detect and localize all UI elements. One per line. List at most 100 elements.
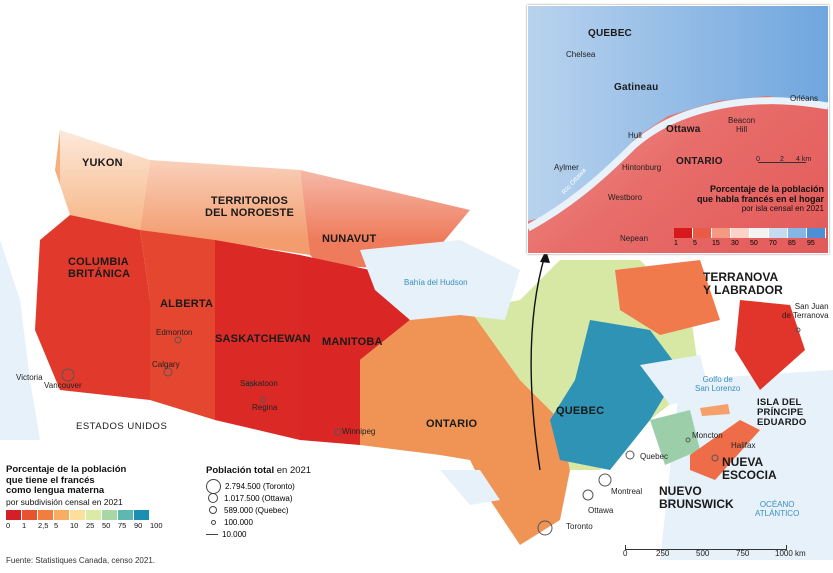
- inset-legend-subtitle: por isla censal en 2021: [741, 204, 824, 213]
- legend-pop-entry-2: 1.017.500 (Ottawa): [224, 493, 293, 503]
- inset-map-ottawa: QUEBEC Chelsea Gatineau Hull Ottawa Orlé…: [527, 5, 829, 254]
- label-manitoba: MANITOBA: [322, 336, 383, 348]
- region-nova-scotia: [690, 420, 760, 480]
- city-dot-quebec: [625, 450, 635, 460]
- region-usa: [0, 440, 520, 560]
- inset-label-gatineau: Gatineau: [614, 82, 659, 93]
- scale-bar: [625, 545, 787, 550]
- legend-tick: 1: [22, 520, 27, 530]
- label-vancouver: Vancouver: [44, 381, 82, 390]
- inset-label-orleans: Orléans: [790, 94, 819, 103]
- scale-label-750: 750: [736, 549, 750, 558]
- inset-river: [528, 97, 828, 232]
- legend-pop-row-2: 1.017.500 (Ottawa): [206, 492, 311, 504]
- pop-line-5: [206, 533, 218, 535]
- label-winnipeg: Winnipeg: [342, 427, 376, 436]
- label-quebec: QUEBEC: [556, 405, 605, 417]
- label-atlantic: OCÉANO ATLÁNTICO: [755, 500, 800, 518]
- label-victoria: Victoria: [16, 373, 43, 382]
- city-dot-edmonton: [174, 336, 182, 344]
- pop-circle-2: [208, 493, 218, 503]
- inset-label-ottawa: Ottawa: [666, 124, 701, 135]
- inset-map-shapes: [528, 6, 828, 253]
- label-yukon: YUKON: [82, 157, 123, 169]
- label-san-juan: San Juan de Terranova: [782, 302, 829, 320]
- label-ontario: ONTARIO: [426, 418, 478, 430]
- legend-french-mother-tongue: Porcentaje de la población que tiene el …: [6, 464, 166, 530]
- inset-scale-bar: [758, 162, 806, 163]
- region-newfoundland: [735, 300, 805, 390]
- inset-legend-swatch: [788, 228, 807, 238]
- legend-tick: 10: [70, 520, 79, 530]
- label-newfoundland: TERRANOVA Y LABRADOR: [703, 270, 783, 297]
- city-dot-toronto: [537, 520, 553, 536]
- label-ottawa: Ottawa: [588, 506, 614, 515]
- legend-tick: 90: [134, 520, 143, 530]
- hudson-bay: [360, 240, 520, 320]
- inset-legend-tick: 30: [731, 240, 739, 247]
- inset-label-hull: Hull: [628, 131, 642, 140]
- inset-arrow-head: [540, 250, 550, 263]
- legend-swatch: [102, 509, 118, 520]
- inset-legend-tick: 95: [807, 240, 815, 247]
- city-dot-vancouver: [61, 368, 75, 382]
- arctic-fade: [60, 90, 540, 240]
- region-new-brunswick: [650, 410, 700, 465]
- legend-pop-entry-1: 2.794.500 (Toronto): [225, 481, 295, 491]
- legend-tick: 2,5: [38, 520, 49, 530]
- legend-subtitle: por subdivisión censal en 2021: [6, 496, 123, 507]
- legend-pop-row-4: 100.000: [206, 516, 311, 528]
- legend-population: Población total en 2021 2.794.500 (Toron…: [206, 465, 311, 540]
- legend-tick: 50: [102, 520, 111, 530]
- city-dot-ottawa: [582, 489, 594, 501]
- label-nwt: TERRITORIOS DEL NOROESTE: [205, 195, 294, 219]
- legend-title: Porcentaje de la población que tiene el …: [6, 464, 127, 496]
- label-calgary: Calgary: [152, 360, 180, 369]
- city-dot-winnipeg: [334, 428, 342, 436]
- inset-label-ontario: ONTARIO: [676, 156, 723, 167]
- region-pei: [700, 404, 730, 416]
- legend-pop-title-rest: en 2021: [274, 465, 312, 476]
- great-lakes: [440, 470, 500, 505]
- legend-swatches: [6, 509, 166, 520]
- label-pei: ISLA DEL PRÍNCIPE EDUARDO: [757, 397, 807, 428]
- legend-swatch: [134, 509, 150, 520]
- legend-pop-entry-5: 10.000: [222, 529, 247, 539]
- inset-label-westboro: Westboro: [608, 193, 643, 202]
- inset-label-quebec: QUEBEC: [588, 28, 632, 39]
- label-regina: Regina: [252, 403, 278, 412]
- inset-scale-0: 0: [756, 156, 760, 163]
- pop-circle-4: [211, 519, 216, 525]
- inset-legend-tick: 1: [674, 240, 678, 247]
- region-saskatchewan: [215, 240, 300, 440]
- inset-legend: Porcentaje de la población que habla fra…: [664, 184, 824, 213]
- city-dot-san-juan: [795, 327, 801, 333]
- legend-swatch: [54, 509, 70, 520]
- legend-tick: 5: [54, 520, 59, 530]
- legend-tick: 100: [150, 520, 163, 530]
- inset-legend-tick: 70: [769, 240, 777, 247]
- pop-circle-3: [209, 506, 217, 514]
- inset-legend-swatch: [731, 228, 750, 238]
- st-lawrence-gulf: [640, 355, 710, 405]
- inset-legend-swatch: [750, 228, 769, 238]
- label-st-lawrence: Golfo de San Lorenzo: [695, 375, 741, 393]
- inset-legend-swatch: [712, 228, 731, 238]
- inset-label-nepean: Nepean: [620, 234, 649, 243]
- city-dot-montreal: [598, 473, 612, 487]
- label-moncton: Moncton: [692, 431, 723, 440]
- region-alberta: [140, 230, 215, 420]
- inset-legend-swatch: [769, 228, 788, 238]
- inset-legend-tick: 85: [788, 240, 796, 247]
- legend-pop-row-5: 10.000: [206, 528, 311, 540]
- inset-legend-swatches: [674, 228, 826, 238]
- pop-circle-1: [206, 478, 221, 494]
- legend-swatch: [70, 509, 86, 520]
- region-quebec-south: [550, 320, 680, 470]
- label-quebec-city: Quebec: [640, 452, 669, 461]
- label-nova-scotia: NUEVA ESCOCIA: [722, 455, 777, 482]
- label-halifax: Halifax: [731, 441, 756, 450]
- label-bc: COLUMBIA BRITÁNICA: [68, 256, 131, 280]
- inset-legend-tick: 50: [750, 240, 758, 247]
